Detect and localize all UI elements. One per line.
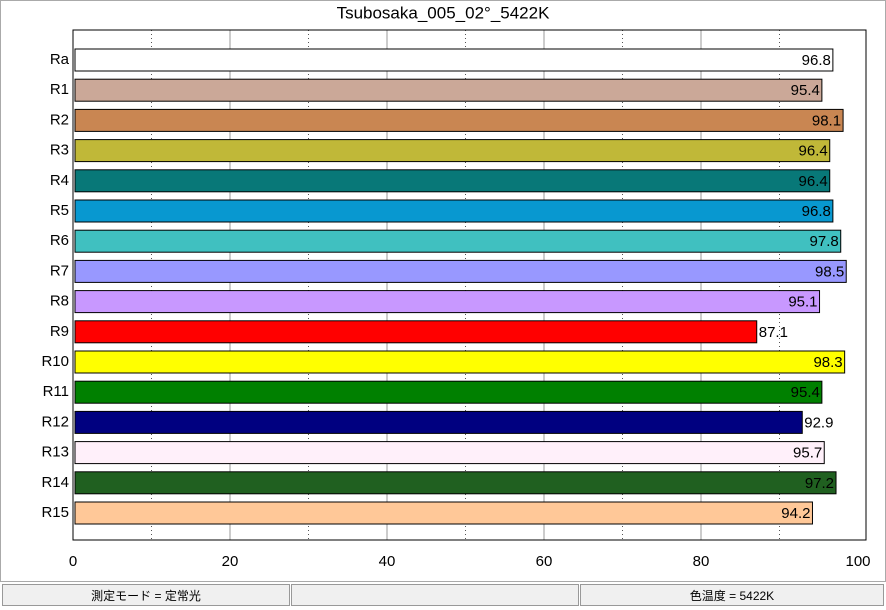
- bar: [74, 380, 823, 404]
- bar: [74, 169, 831, 193]
- bar: [74, 139, 831, 163]
- value-label: 95.4: [791, 82, 820, 99]
- y-tick-label: R6: [50, 232, 69, 249]
- y-tick-label: R10: [41, 353, 69, 370]
- y-tick-label: R15: [41, 504, 69, 521]
- x-tick-label: 100: [845, 553, 870, 570]
- status-mode: 測定モード = 定常光: [2, 584, 290, 606]
- y-tick-label: R7: [50, 262, 69, 279]
- value-label: 92.9: [804, 414, 833, 431]
- bar: [74, 320, 758, 344]
- value-label: 97.8: [810, 233, 839, 250]
- value-label: 95.1: [788, 294, 817, 311]
- bar: [74, 259, 847, 283]
- y-tick-label: R12: [41, 413, 69, 430]
- y-tick-label: R14: [41, 474, 69, 491]
- y-tick-label: R4: [50, 172, 69, 189]
- bar: [74, 501, 813, 525]
- y-tick-label: R2: [50, 111, 69, 128]
- value-label: 98.3: [813, 354, 842, 371]
- bar: [74, 350, 846, 374]
- x-tick-label: 60: [536, 553, 553, 570]
- bar: [74, 410, 803, 434]
- bar: [74, 108, 844, 132]
- bar: [74, 229, 842, 253]
- value-label: 97.2: [805, 475, 834, 492]
- value-label: 96.8: [802, 203, 831, 220]
- x-tick-label: 80: [693, 553, 710, 570]
- y-tick-label: Ra: [50, 51, 70, 68]
- bar: [74, 290, 821, 314]
- y-tick-label: R5: [50, 202, 69, 219]
- bar: [74, 471, 837, 495]
- y-tick-label: R13: [41, 444, 69, 461]
- bar: [74, 48, 834, 72]
- y-tick-label: R9: [50, 323, 69, 340]
- value-label: 98.5: [815, 263, 844, 280]
- status-color-temp: 色温度 = 5422K: [580, 584, 884, 606]
- plot-frame: [72, 29, 867, 541]
- y-tick-label: R11: [43, 383, 69, 400]
- value-label: 96.8: [802, 52, 831, 69]
- value-label: 94.2: [781, 505, 810, 522]
- y-tick-label: R8: [50, 293, 69, 310]
- value-label: 87.1: [759, 324, 788, 341]
- y-tick-label: R3: [50, 142, 69, 159]
- value-label: 98.1: [812, 112, 841, 129]
- chart-title: Tsubosaka_005_02°_5422K: [337, 3, 551, 22]
- value-label: 95.4: [791, 384, 820, 401]
- value-label: 96.4: [799, 143, 828, 160]
- status-empty: [291, 584, 579, 606]
- x-tick-label: 20: [222, 553, 239, 570]
- value-label: 96.4: [799, 173, 828, 190]
- bar: [74, 199, 834, 223]
- bar: [74, 441, 825, 465]
- value-label: 95.7: [793, 445, 822, 462]
- y-tick-label: R1: [50, 81, 69, 98]
- chart: Tsubosaka_005_02°_5422K 0 20 40 60 80 100 Ra 96…: [0, 0, 886, 582]
- x-tick-label: 40: [379, 553, 396, 570]
- bar: [74, 78, 823, 102]
- x-tick-label: 0: [69, 553, 77, 570]
